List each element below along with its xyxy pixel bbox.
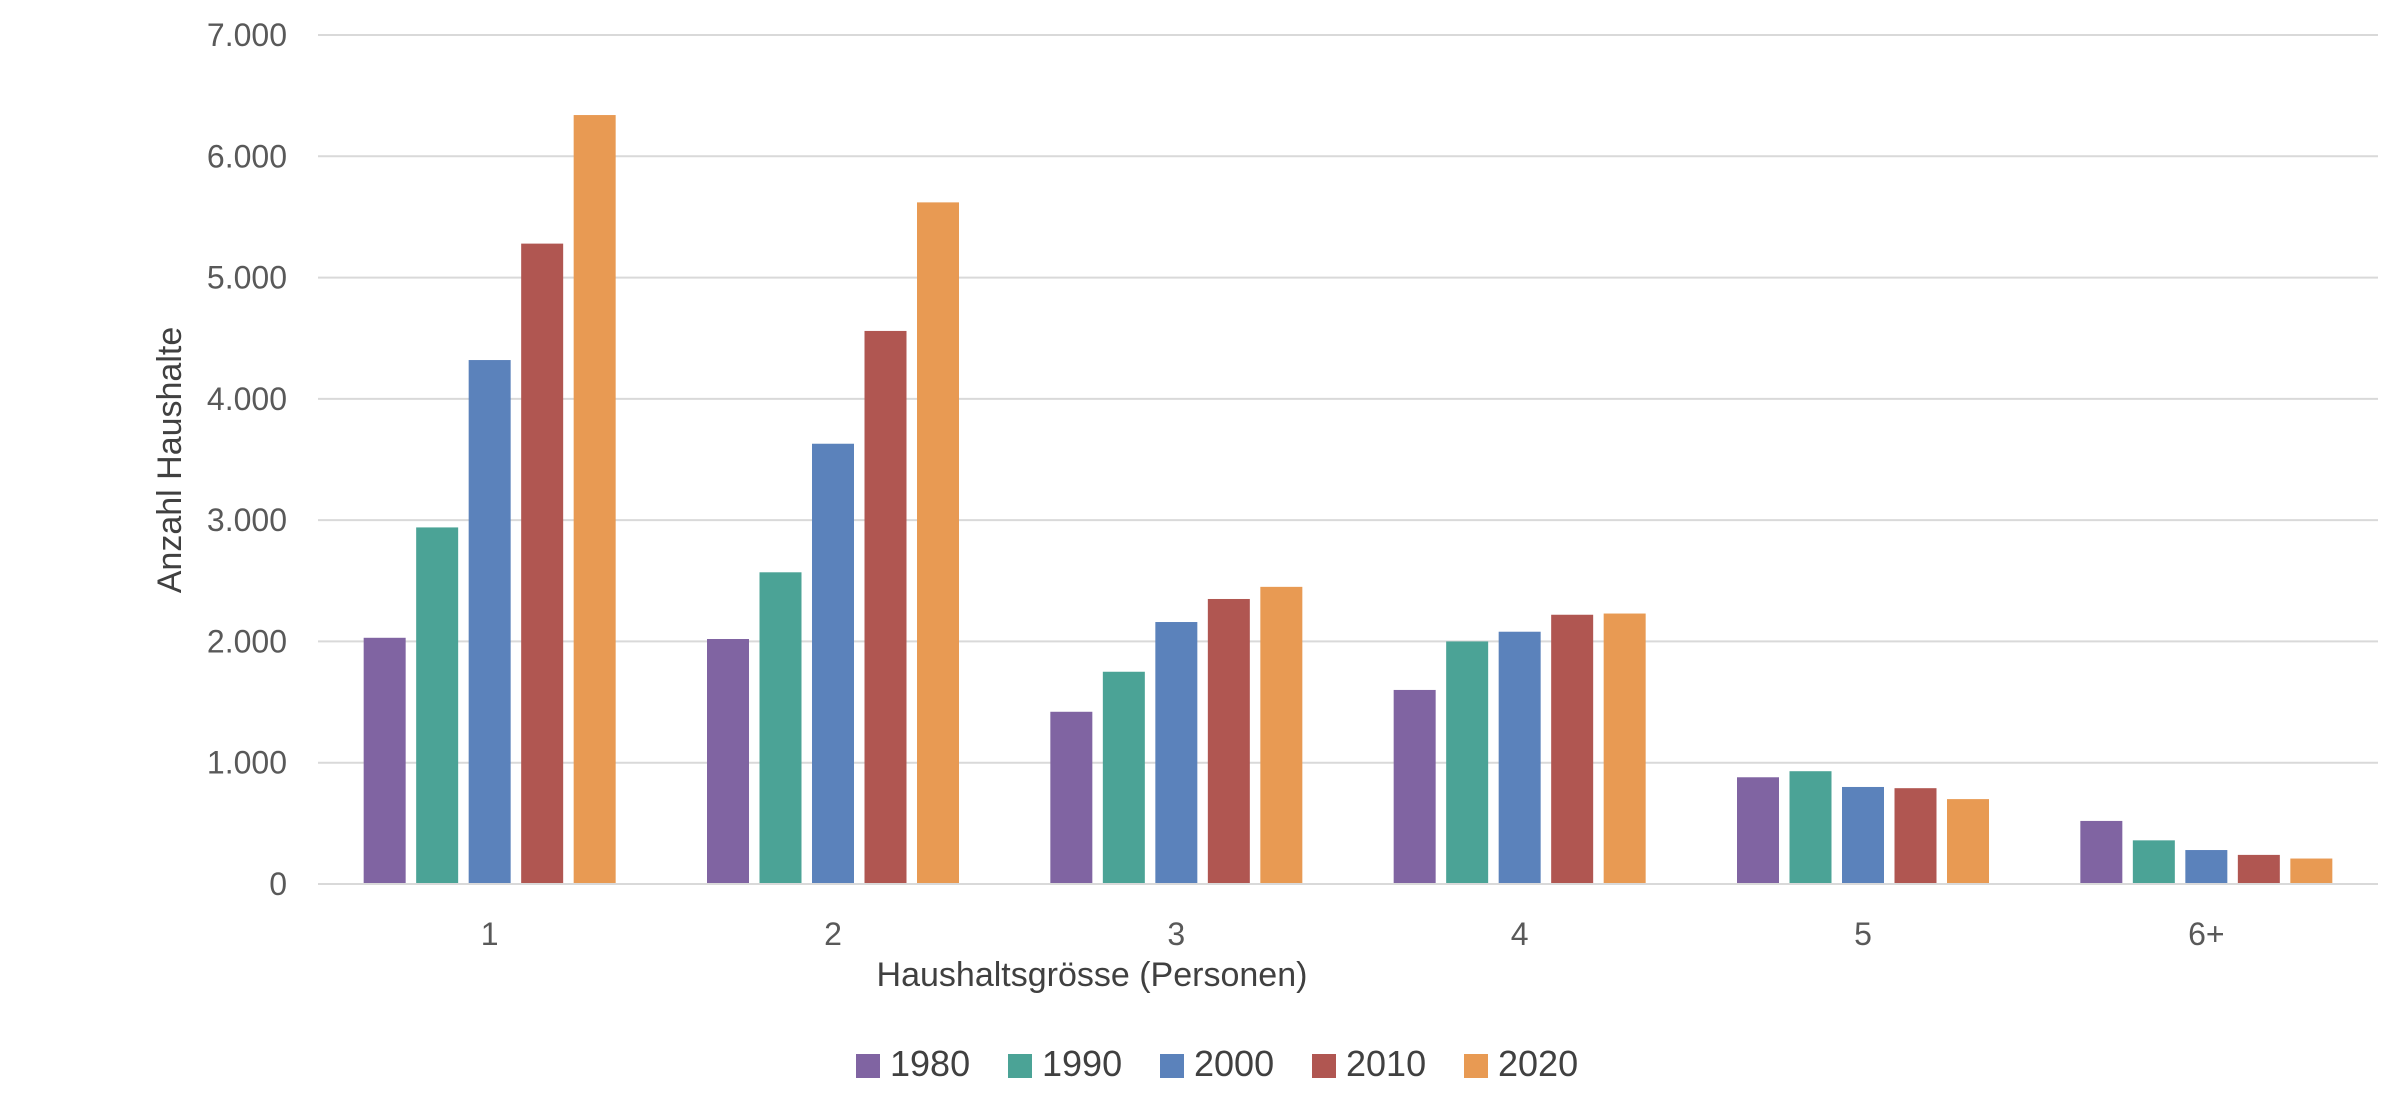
legend-label-1980: 1980 — [890, 1043, 970, 1084]
x-tick-label: 1 — [481, 916, 499, 952]
bar-2010-6+ — [2237, 854, 2280, 884]
x-tick-label: 2 — [824, 916, 842, 952]
legend-swatch-2000 — [1160, 1054, 1184, 1078]
y-tick-label: 7.000 — [207, 17, 287, 53]
y-tick-label: 1.000 — [207, 745, 287, 781]
bar-1990-3 — [1102, 671, 1145, 884]
y-tick-label: 3.000 — [207, 502, 287, 538]
bar-1980-1 — [363, 637, 406, 884]
bar-2020-4 — [1603, 613, 1646, 884]
bar-2020-5 — [1947, 799, 1989, 884]
bar-2020-2 — [917, 202, 959, 885]
bar-1980-3 — [1050, 711, 1093, 884]
y-tick-label: 2.000 — [207, 623, 287, 659]
bar-2000-6+ — [2185, 850, 2228, 884]
y-tick-label: 6.000 — [207, 138, 287, 174]
legend-label-1990: 1990 — [1042, 1043, 1122, 1084]
bar-2000-5 — [1842, 786, 1884, 884]
gridlines — [318, 34, 2378, 764]
y-tick-label: 5.000 — [207, 260, 287, 296]
y-tick-label: 0 — [269, 866, 287, 902]
legend: 1980 1990 2000 2010 2020 — [856, 1043, 1578, 1084]
bar-2010-5 — [1894, 788, 1937, 884]
x-axis-tick-labels: 1 2 3 4 5 6+ — [481, 916, 2225, 952]
y-axis-tick-labels: 0 1.000 2.000 3.000 4.000 5.000 6.000 7.000 — [207, 17, 287, 902]
bar-1990-2 — [759, 572, 802, 884]
bar-1990-5 — [1789, 771, 1832, 884]
bar-2010-1 — [521, 243, 564, 884]
bar-2020-3 — [1260, 586, 1303, 884]
legend-swatch-1990 — [1008, 1054, 1032, 1078]
bar-1990-4 — [1446, 641, 1489, 884]
bar-1980-2 — [707, 639, 749, 884]
bar-2010-3 — [1207, 598, 1250, 884]
legend-swatch-2020 — [1464, 1054, 1488, 1078]
bar-2020-1 — [573, 115, 616, 884]
bar-2010-2 — [864, 330, 907, 884]
bar-1980-6+ — [2080, 820, 2123, 884]
bar-2000-3 — [1155, 622, 1198, 884]
bar-2000-2 — [812, 443, 854, 884]
x-tick-label: 5 — [1854, 916, 1872, 952]
legend-label-2020: 2020 — [1498, 1043, 1578, 1084]
legend-swatch-2010 — [1312, 1054, 1336, 1078]
bar-2010-4 — [1551, 614, 1594, 884]
legend-label-2010: 2010 — [1346, 1043, 1426, 1084]
x-tick-label: 4 — [1511, 916, 1529, 952]
bar-1980-5 — [1737, 777, 1779, 884]
bar-2000-4 — [1498, 631, 1541, 884]
bar-1990-6+ — [2132, 840, 2175, 884]
bar-2020-6+ — [2290, 858, 2333, 884]
bars — [363, 115, 2333, 885]
x-tick-label: 6+ — [2188, 916, 2224, 952]
legend-swatch-1980 — [856, 1054, 880, 1078]
x-tick-label: 3 — [1167, 916, 1185, 952]
bar-1980-4 — [1393, 689, 1436, 884]
y-axis-title: Anzahl Haushalte — [151, 327, 189, 594]
legend-label-2000: 2000 — [1194, 1043, 1274, 1084]
bar-1990-1 — [416, 527, 459, 884]
bar-2000-1 — [468, 360, 511, 884]
y-tick-label: 4.000 — [207, 381, 287, 417]
x-axis-title: Haushaltsgrösse (Personen) — [877, 956, 1308, 994]
